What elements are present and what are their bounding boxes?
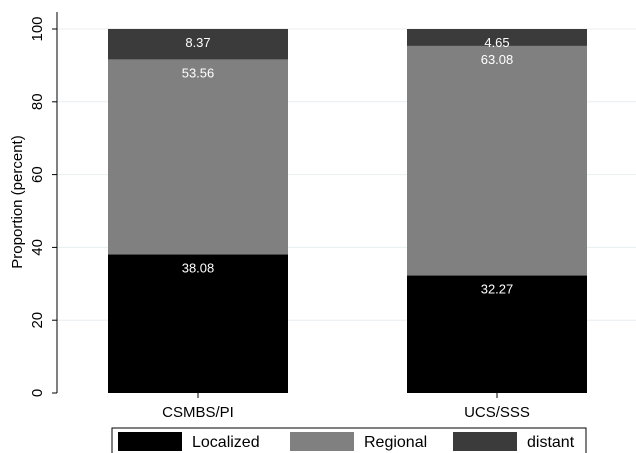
bar-segment-regional xyxy=(108,59,288,255)
bar-segment-distant xyxy=(407,29,587,46)
legend-label: Regional xyxy=(364,434,427,451)
data-label: 8.37 xyxy=(185,35,210,50)
legend: Localized Regional distant xyxy=(111,427,587,453)
legend-swatch-distant xyxy=(453,432,517,451)
bar-segment-localized xyxy=(108,254,288,393)
bar-segment-distant xyxy=(108,28,288,60)
bar-segment-regional xyxy=(407,45,587,276)
data-labels: 38.08 53.56 8.37 32.27 63.08 4.65 xyxy=(182,35,514,297)
y-axis-label: Proportion (percent) xyxy=(9,135,26,268)
bar-stacks xyxy=(108,28,587,393)
data-label: 53.56 xyxy=(182,65,215,80)
legend-swatch-localized xyxy=(118,432,182,451)
data-label: 63.08 xyxy=(481,52,514,67)
data-label: 38.08 xyxy=(182,260,215,275)
x-tick-label: CSMBS/PI xyxy=(162,404,234,421)
y-tick-label: 0 xyxy=(29,389,46,397)
y-axis-ticks: 0 20 40 60 80 100 xyxy=(29,16,57,397)
legend-swatch-regional xyxy=(290,432,354,451)
legend-label: Localized xyxy=(192,434,260,451)
x-axis-ticks: CSMBS/PI UCS/SSS xyxy=(162,393,530,421)
y-tick-label: 60 xyxy=(29,166,46,183)
data-label: 32.27 xyxy=(481,282,514,297)
y-tick-label: 40 xyxy=(29,239,46,256)
legend-label: distant xyxy=(527,434,575,451)
y-tick-label: 80 xyxy=(29,93,46,110)
y-tick-label: 20 xyxy=(29,312,46,329)
x-tick-label: UCS/SSS xyxy=(464,404,530,421)
y-tick-label: 100 xyxy=(29,16,46,41)
bar-segment-localized xyxy=(407,275,587,393)
data-label: 4.65 xyxy=(484,35,509,50)
